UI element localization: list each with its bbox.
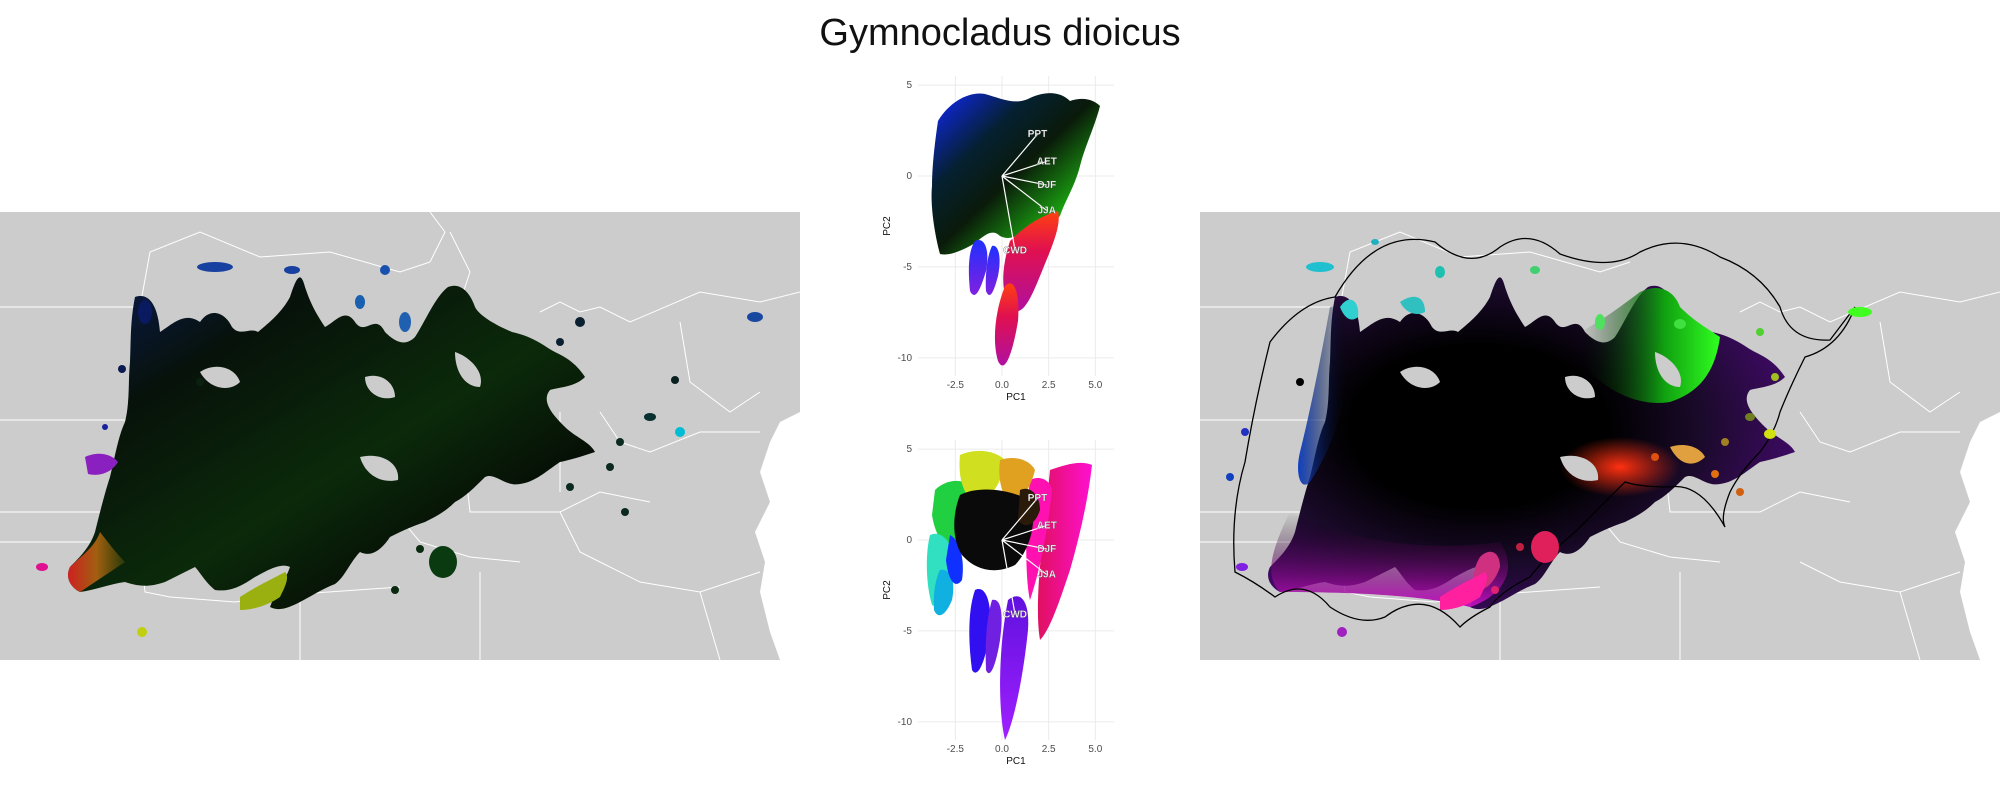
- loading-arrow-cwd: [1001, 539, 1016, 615]
- loading-arrow-aet: [1001, 524, 1047, 541]
- pca-bottom-svg: PPT AET DJF JJA CWD -2.5 0.0 2.5 5.0 5 0 -5 -10 PC1 P…: [882, 440, 1114, 767]
- left-map: [0, 211, 801, 665]
- y-tick-label: 0: [906, 535, 912, 546]
- range-gap-1: [1400, 366, 1440, 388]
- loading-arrow-jja: [1001, 175, 1048, 212]
- range-gap-1: [200, 366, 240, 388]
- pca-top-axes: -2.5 0.0 2.5 5.0 5 0 -5 -10 PC1 PC2: [882, 80, 1103, 403]
- right-map: [1200, 212, 2000, 665]
- loading-label-cwd: CWD: [1003, 610, 1027, 621]
- y-tick-label: 5: [906, 444, 912, 455]
- y-axis-label: PC2: [882, 216, 893, 236]
- atlantic-ocean: [755, 412, 800, 660]
- left-map-svg: [0, 211, 801, 661]
- y-tick-label: -5: [903, 262, 912, 273]
- range-west-purple: [85, 453, 118, 475]
- pca-top-svg: PPT AET DJF JJA CWD -2.5 0.0 2.5 5.0 5 0 -5 -10 PC1 P…: [882, 76, 1114, 403]
- pca-bottom-point-cloud: [926, 450, 1092, 740]
- range-gap-4: [1560, 455, 1599, 481]
- range-gap-4: [360, 455, 399, 481]
- loading-arrow-cwd: [1001, 175, 1016, 251]
- chart-title: Gymnocladus dioicus: [819, 12, 1181, 54]
- x-axis-label: PC1: [1006, 392, 1026, 402]
- y-axis-label: PC2: [882, 580, 893, 600]
- x-tick-label: 2.5: [1042, 380, 1056, 391]
- pca-top-loadings: PPT AET DJF JJA CWD: [1001, 129, 1057, 257]
- pca-top-point-cloud: [931, 93, 1100, 366]
- loading-label-aet: AET: [1037, 520, 1057, 531]
- loading-arrow-ppt: [1001, 497, 1038, 541]
- pca-bottom-loadings: PPT AET DJF JJA CWD: [1001, 493, 1057, 621]
- range-southwest-edge: [68, 532, 125, 592]
- y-tick-label: 5: [906, 80, 912, 91]
- convex-hull-outline: [1233, 237, 1856, 628]
- x-tick-label: 5.0: [1088, 744, 1102, 755]
- pca-top-panel: PPT AET DJF JJA CWD -2.5 0.0 2.5 5.0 5 0 -5 -10 PC1 P…: [880, 76, 1120, 407]
- x-tick-label: -2.5: [947, 744, 965, 755]
- y-tick-label: -10: [898, 717, 913, 728]
- atlantic-ocean: [1955, 412, 2000, 660]
- right-map-svg: [1200, 212, 2000, 661]
- x-axis-label: PC1: [1006, 756, 1026, 766]
- loading-arrow-ppt: [1001, 133, 1038, 177]
- loading-arrow-jja: [1001, 539, 1048, 576]
- x-tick-label: -2.5: [947, 380, 965, 391]
- outlier-points: [1226, 239, 1872, 637]
- range-gap-3: [455, 352, 481, 387]
- range-gap-2: [365, 375, 395, 399]
- pca-bottom-axes: -2.5 0.0 2.5 5.0 5 0 -5 -10 PC1 PC2: [882, 444, 1103, 767]
- loading-label-ppt: PPT: [1028, 129, 1047, 140]
- loading-arrow-djf: [1001, 175, 1047, 186]
- y-tick-label: -10: [898, 353, 913, 364]
- y-tick-label: -5: [903, 626, 912, 637]
- range-gap-3: [1655, 352, 1681, 387]
- x-tick-label: 2.5: [1042, 744, 1056, 755]
- loading-label-cwd: CWD: [1003, 246, 1027, 257]
- outlier-points: [36, 262, 763, 637]
- x-tick-label: 0.0: [995, 744, 1009, 755]
- loading-label-aet: AET: [1037, 156, 1057, 167]
- loading-label-jja: JJA: [1038, 206, 1056, 217]
- x-tick-label: 5.0: [1088, 380, 1102, 391]
- y-tick-label: 0: [906, 171, 912, 182]
- loading-label-ppt: PPT: [1028, 493, 1047, 504]
- range-south-lobe: [240, 572, 288, 610]
- pca-bottom-panel: PPT AET DJF JJA CWD -2.5 0.0 2.5 5.0 5 0 -5 -10 PC1 P…: [880, 440, 1120, 771]
- x-tick-label: 0.0: [995, 380, 1009, 391]
- range-gap-2: [1565, 375, 1595, 399]
- loading-arrow-aet: [1001, 160, 1047, 177]
- loading-arrow-djf: [1001, 539, 1047, 550]
- loading-label-djf: DJF: [1037, 180, 1056, 191]
- loading-label-djf: DJF: [1037, 544, 1056, 555]
- loading-label-jja: JJA: [1038, 570, 1056, 581]
